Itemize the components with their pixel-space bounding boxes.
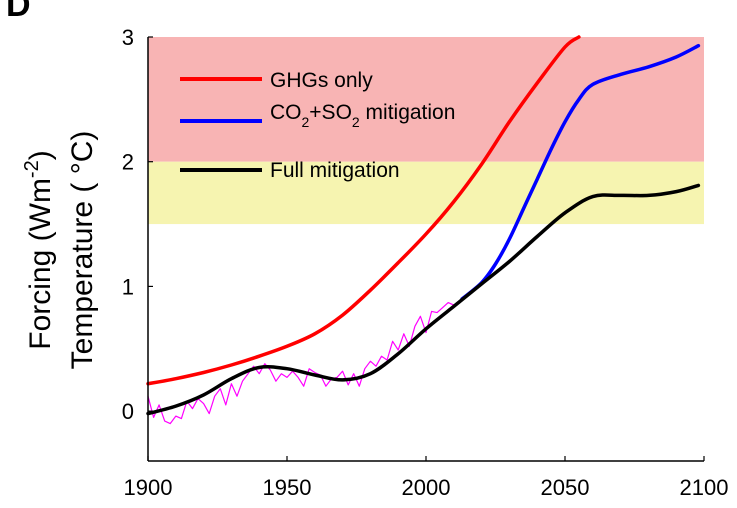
y-ticks: 0 1 2 3	[122, 25, 153, 424]
legend-mitigation-text: mitigation	[360, 101, 456, 124]
legend-so2-text: +SO	[309, 101, 352, 124]
band-red	[148, 37, 704, 162]
series-line-full	[146, 183, 701, 416]
y-axis-title-temperature: Temperature ( °C)	[66, 131, 99, 370]
y-tick-label: 0	[122, 399, 134, 424]
x-tick-label: 2050	[541, 475, 590, 500]
legend-so2-sub: 2	[352, 114, 360, 130]
legend-label-ghg: GHGs only	[270, 69, 373, 92]
y-tick-label: 1	[122, 274, 134, 299]
x-tick-label: 1900	[124, 475, 173, 500]
legend-co2-sub: 2	[302, 114, 310, 130]
legend-co2-text: CO	[270, 101, 302, 124]
y-axis-title-forcing-sup: -2	[21, 160, 43, 178]
legend: GHGs only CO2+SO2 mitigation Full mitiga…	[180, 69, 455, 182]
series-layer	[146, 35, 701, 425]
series-line-ghg	[146, 35, 581, 386]
panel-letter: D	[6, 0, 31, 24]
y-axis-title-forcing-end: )	[24, 150, 57, 160]
y-tick-label: 2	[122, 150, 134, 175]
x-ticks: 1900 1950 2000 2050 2100	[124, 456, 729, 500]
threshold-bands	[148, 37, 704, 225]
legend-label-full: Full mitigation	[270, 159, 400, 182]
series-line-co2so2	[460, 43, 701, 301]
legend-label-co2so2: CO2+SO2 mitigation	[270, 101, 455, 130]
y-tick-label: 3	[122, 25, 134, 50]
x-tick-label: 1950	[263, 475, 312, 500]
series-line-observed	[147, 302, 455, 425]
band-yellow	[148, 161, 704, 225]
x-tick-label: 2000	[402, 475, 451, 500]
x-tick-label: 2100	[680, 475, 729, 500]
y-axis-title-forcing: Forcing (Wm-2)	[21, 150, 57, 349]
y-axis-title-forcing-text: Forcing (Wm	[24, 178, 57, 350]
